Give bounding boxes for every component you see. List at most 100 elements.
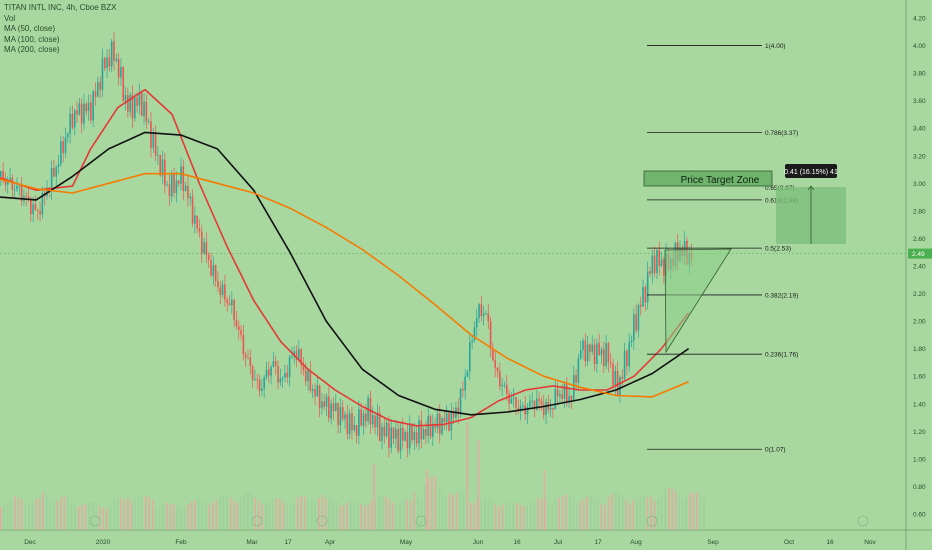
- candle-body: [579, 350, 582, 359]
- x-tick-label: Feb: [175, 539, 187, 546]
- candle-body: [362, 413, 365, 426]
- candle-body: [87, 102, 90, 112]
- candle-body: [533, 400, 536, 410]
- candle-body: [478, 304, 480, 319]
- candle-body: [159, 154, 162, 176]
- candle-body: [18, 186, 21, 187]
- candle-body: [660, 259, 663, 267]
- candle-body: [32, 204, 34, 215]
- candle-body: [203, 242, 205, 254]
- candle-body: [4, 179, 7, 185]
- volume-bar: [484, 498, 486, 530]
- candle-body: [341, 407, 344, 420]
- candle-body: [182, 166, 185, 192]
- volume-bar: [279, 498, 281, 530]
- volume-bar: [328, 498, 331, 530]
- candle-body: [36, 209, 39, 211]
- volume-bar: [543, 470, 546, 530]
- candle-body: [468, 342, 471, 372]
- indicator-ma100[interactable]: MA (100, close): [4, 34, 60, 44]
- candle-body: [487, 313, 490, 322]
- volume-bar: [494, 504, 497, 530]
- x-tick-label: Aug: [630, 539, 642, 546]
- volume-bar: [208, 504, 211, 530]
- volume-bar: [703, 497, 705, 530]
- candle-body: [170, 174, 173, 197]
- y-tick-label: 3.40: [913, 126, 926, 133]
- volume-bar: [321, 494, 324, 530]
- candle-body: [291, 356, 293, 358]
- volume-bar: [215, 499, 218, 530]
- candle-body: [256, 379, 259, 381]
- candle-body: [413, 432, 416, 441]
- candle-body: [589, 344, 591, 352]
- earnings-marker: [89, 515, 101, 527]
- triangle-pattern: [664, 248, 732, 354]
- candle-body: [304, 370, 307, 382]
- candle-body: [429, 416, 432, 437]
- volume-bar: [699, 493, 702, 530]
- volume-bar: [0, 507, 2, 530]
- candle-body: [538, 398, 540, 402]
- volume-bar: [537, 498, 539, 530]
- x-tick-label: Dec: [24, 539, 36, 546]
- volume-bar: [190, 501, 193, 530]
- volume-bar: [611, 493, 613, 530]
- candle-body: [16, 186, 18, 190]
- indicator-ma50[interactable]: MA (50, close): [4, 24, 56, 33]
- volume-bar: [31, 501, 34, 530]
- candle-body: [448, 413, 450, 431]
- volume-bar: [660, 496, 663, 530]
- candle-body: [471, 340, 473, 343]
- candle-body: [383, 426, 386, 437]
- volume-bar: [194, 500, 196, 530]
- candle-body: [41, 192, 44, 215]
- volume-bar: [70, 501, 73, 530]
- volume-bar: [229, 497, 232, 530]
- candle-body: [663, 259, 665, 276]
- volume-bar: [639, 496, 642, 530]
- y-tick-label: 3.60: [913, 98, 926, 105]
- candle-body: [432, 423, 434, 437]
- x-tick-label: Sep: [707, 539, 719, 546]
- candle-body: [552, 407, 554, 410]
- candle-body: [658, 250, 661, 267]
- candle-body: [395, 429, 397, 439]
- candle-body: [577, 358, 580, 383]
- indicator-ma200[interactable]: MA (200, close): [4, 45, 60, 54]
- indicator-vol[interactable]: Vol: [4, 13, 16, 23]
- candle-body: [501, 384, 503, 387]
- candle-body: [529, 401, 531, 408]
- candle-body: [62, 141, 64, 153]
- volume-bar: [625, 499, 628, 530]
- candle-body: [473, 327, 476, 341]
- volume-bar: [441, 491, 444, 530]
- volume-bar: [696, 492, 698, 530]
- volume-bar: [17, 497, 20, 530]
- candle-body: [499, 371, 501, 387]
- symbol-title[interactable]: TITAN INTL INC, 4h, Cboe BZX: [4, 3, 117, 12]
- volume-bar: [349, 500, 352, 530]
- candle-body: [485, 313, 487, 315]
- volume-bar: [650, 496, 652, 530]
- volume-bar: [353, 502, 355, 530]
- volume-bar: [477, 440, 480, 530]
- candle-body: [563, 384, 566, 399]
- y-tick-label: 2.80: [913, 208, 926, 215]
- candle-body: [194, 215, 196, 224]
- candle-body: [166, 184, 168, 186]
- candle-body: [321, 401, 323, 409]
- volume-bar: [176, 505, 179, 530]
- volume-bar: [600, 503, 603, 530]
- candle-body: [566, 384, 568, 402]
- volume-bar: [455, 492, 458, 530]
- candle-body: [348, 413, 351, 435]
- candle-body: [247, 357, 249, 359]
- volume-bar: [547, 503, 550, 530]
- volume-bar: [81, 504, 83, 530]
- measure-arrow-head: [807, 185, 815, 191]
- volume-bar: [402, 500, 405, 530]
- candle-body: [293, 351, 296, 357]
